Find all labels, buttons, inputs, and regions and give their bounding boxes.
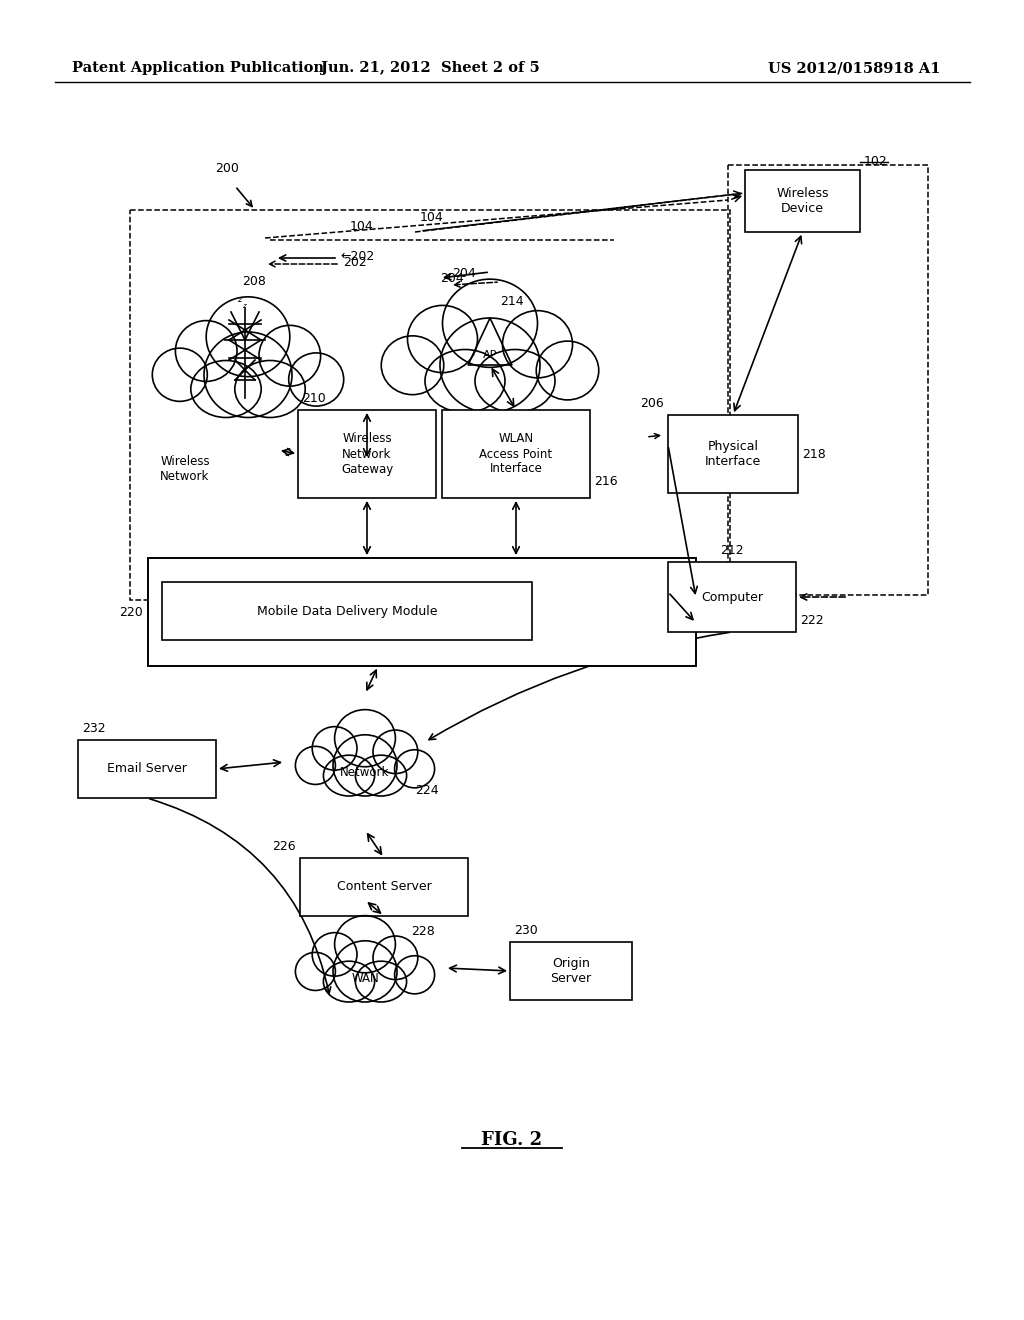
Ellipse shape: [175, 321, 237, 381]
Ellipse shape: [355, 961, 407, 1002]
Text: 202: 202: [343, 256, 367, 269]
Ellipse shape: [537, 341, 599, 400]
Ellipse shape: [293, 920, 437, 1015]
FancyBboxPatch shape: [510, 942, 632, 1001]
Ellipse shape: [373, 936, 418, 979]
FancyBboxPatch shape: [668, 562, 796, 632]
Ellipse shape: [440, 318, 540, 412]
Text: AP: AP: [482, 350, 498, 360]
FancyBboxPatch shape: [668, 414, 798, 492]
Text: z: z: [242, 304, 246, 309]
Ellipse shape: [289, 352, 344, 407]
Text: 220: 220: [119, 606, 143, 619]
Text: 206: 206: [640, 397, 664, 411]
Ellipse shape: [335, 710, 395, 767]
Text: 224: 224: [415, 784, 438, 796]
Text: Network: Network: [340, 766, 390, 779]
Text: 210: 210: [302, 392, 326, 405]
Text: 200: 200: [215, 162, 239, 176]
Ellipse shape: [333, 941, 397, 1002]
Ellipse shape: [150, 304, 347, 437]
Ellipse shape: [295, 746, 336, 784]
Ellipse shape: [381, 335, 443, 395]
Ellipse shape: [503, 310, 572, 378]
Ellipse shape: [355, 755, 407, 796]
Text: 230: 230: [514, 924, 538, 937]
Text: 104: 104: [420, 211, 443, 224]
Text: Jun. 21, 2012  Sheet 2 of 5: Jun. 21, 2012 Sheet 2 of 5: [321, 61, 540, 75]
Text: FIG. 2: FIG. 2: [481, 1131, 543, 1148]
Text: Wireless
Network
Gateway: Wireless Network Gateway: [341, 433, 393, 475]
Text: WLAN
Access Point
Interface: WLAN Access Point Interface: [479, 433, 553, 475]
Ellipse shape: [378, 286, 602, 433]
Ellipse shape: [373, 730, 418, 774]
Ellipse shape: [333, 735, 397, 796]
FancyBboxPatch shape: [745, 170, 860, 232]
Text: 208: 208: [242, 275, 266, 288]
Ellipse shape: [153, 348, 207, 401]
Text: WAN: WAN: [351, 972, 379, 985]
Text: z: z: [237, 294, 242, 304]
Ellipse shape: [442, 279, 538, 367]
Ellipse shape: [475, 350, 555, 412]
Ellipse shape: [206, 297, 290, 376]
Text: Physical
Interface: Physical Interface: [705, 440, 761, 469]
FancyBboxPatch shape: [442, 411, 590, 498]
Text: ←202: ←202: [340, 249, 374, 263]
Text: Content Server: Content Server: [337, 880, 431, 894]
Text: US 2012/0158918 A1: US 2012/0158918 A1: [768, 61, 940, 75]
Text: 226: 226: [272, 840, 296, 853]
Text: 212: 212: [720, 544, 743, 557]
Ellipse shape: [234, 360, 305, 417]
Ellipse shape: [324, 755, 375, 796]
Text: Wireless
Network: Wireless Network: [160, 455, 210, 483]
Ellipse shape: [394, 750, 434, 788]
Text: 216: 216: [594, 475, 617, 488]
Ellipse shape: [190, 360, 261, 417]
Text: Network Provider System: Network Provider System: [338, 576, 506, 589]
Ellipse shape: [324, 961, 375, 1002]
Ellipse shape: [295, 952, 336, 990]
Text: Wireless
Device: Wireless Device: [776, 187, 828, 215]
Ellipse shape: [204, 333, 292, 417]
FancyBboxPatch shape: [148, 558, 696, 667]
Text: 228: 228: [411, 925, 435, 939]
Text: 204: 204: [452, 267, 476, 280]
Text: 204: 204: [440, 272, 464, 285]
Ellipse shape: [312, 726, 357, 770]
FancyBboxPatch shape: [162, 582, 532, 640]
FancyBboxPatch shape: [298, 411, 436, 498]
FancyBboxPatch shape: [78, 741, 216, 799]
Ellipse shape: [312, 933, 357, 977]
Ellipse shape: [335, 916, 395, 973]
Ellipse shape: [293, 714, 437, 809]
Ellipse shape: [259, 325, 321, 387]
Text: 102: 102: [864, 154, 888, 168]
Text: 232: 232: [82, 722, 105, 735]
Ellipse shape: [394, 956, 434, 994]
Text: Mobile Data Delivery Module: Mobile Data Delivery Module: [257, 605, 437, 618]
Ellipse shape: [408, 305, 477, 372]
FancyBboxPatch shape: [300, 858, 468, 916]
Text: 218: 218: [802, 447, 825, 461]
Text: Origin
Server: Origin Server: [551, 957, 592, 985]
Text: 214: 214: [500, 294, 523, 308]
Text: Computer: Computer: [701, 590, 763, 603]
Ellipse shape: [425, 350, 505, 412]
Text: 222: 222: [800, 614, 823, 627]
Text: 104: 104: [350, 220, 374, 234]
Text: Patent Application Publication: Patent Application Publication: [72, 61, 324, 75]
Text: Email Server: Email Server: [108, 763, 187, 776]
